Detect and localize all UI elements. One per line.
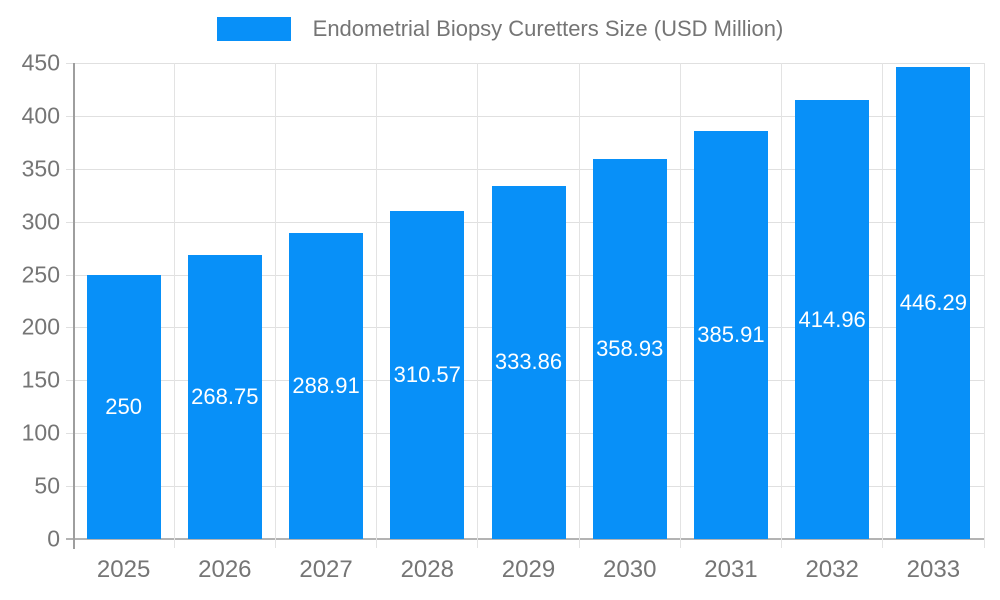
x-axis-tick-label: 2030 — [603, 556, 657, 583]
legend-item[interactable]: Endometrial Biopsy Curetters Size (USD M… — [216, 16, 784, 42]
y-axis-tick-label: 0 — [47, 525, 60, 552]
bar-value-label: 268.75 — [191, 383, 259, 409]
bar-value-label: 414.96 — [798, 306, 866, 332]
x-axis-tick-label: 2027 — [299, 556, 353, 583]
y-axis-tick-label: 150 — [21, 366, 60, 393]
bar-value-label: 310.57 — [393, 361, 461, 387]
y-axis-tick-label: 450 — [21, 49, 60, 76]
y-axis-tick-label: 50 — [34, 472, 60, 499]
x-axis-tick-label: 2028 — [400, 556, 454, 583]
gridline-vertical — [983, 63, 985, 548]
y-axis-tick-label: 200 — [21, 313, 60, 340]
legend: Endometrial Biopsy Curetters Size (USD M… — [0, 16, 1000, 42]
gridline-horizontal — [66, 115, 984, 117]
gridline-vertical — [376, 63, 378, 548]
bar-value-label: 446.29 — [899, 289, 968, 315]
y-axis-tick-label: 100 — [21, 419, 60, 446]
bar-2029[interactable] — [491, 185, 566, 539]
bar-2030[interactable] — [592, 159, 667, 539]
y-axis-tick-label: 250 — [21, 261, 60, 288]
bar-value-label: 288.91 — [292, 373, 360, 399]
bar-value-label: 333.86 — [494, 349, 563, 375]
bar-value-label: 385.91 — [697, 321, 765, 347]
x-axis-tick-label: 2029 — [501, 556, 556, 583]
x-axis-tick-label: 2026 — [198, 556, 252, 583]
gridline-vertical — [781, 63, 783, 548]
x-axis-tick-label: 2031 — [704, 556, 758, 583]
gridline-vertical — [274, 63, 276, 548]
bar-2033[interactable] — [896, 66, 971, 539]
bar-value-label: 250 — [105, 393, 142, 419]
x-axis-baseline — [66, 538, 984, 540]
y-axis-tick-label: 350 — [21, 155, 60, 182]
legend-label: Endometrial Biopsy Curetters Size (USD M… — [312, 16, 784, 41]
bar-2025[interactable] — [86, 274, 161, 539]
x-axis-tick-label: 2033 — [906, 556, 961, 583]
gridline-vertical — [173, 63, 175, 548]
gridline-horizontal — [66, 168, 984, 170]
y-axis-tick-label: 300 — [21, 208, 60, 235]
bar-2032[interactable] — [795, 100, 870, 539]
bar-2026[interactable] — [187, 254, 262, 539]
legend-swatch — [216, 17, 291, 41]
gridline-vertical — [882, 63, 884, 548]
x-axis-tick-label: 2025 — [96, 556, 151, 583]
gridline-vertical — [477, 63, 479, 548]
x-axis-tick-label: 2032 — [805, 556, 859, 583]
bar-2027[interactable] — [289, 233, 364, 539]
gridline-horizontal — [66, 63, 984, 64]
bar-2031[interactable] — [693, 130, 768, 539]
gridline-vertical — [679, 63, 681, 548]
y-axis-line — [73, 63, 75, 549]
plot-area: 0 50 100 150 200 250 300 350 400 450 250 2025 268.75… — [22, 51, 985, 583]
gridline-vertical — [578, 63, 580, 548]
bar-value-label: 358.93 — [596, 336, 664, 362]
bar-2028[interactable] — [390, 210, 465, 539]
y-axis-tick-label: 400 — [21, 102, 60, 129]
